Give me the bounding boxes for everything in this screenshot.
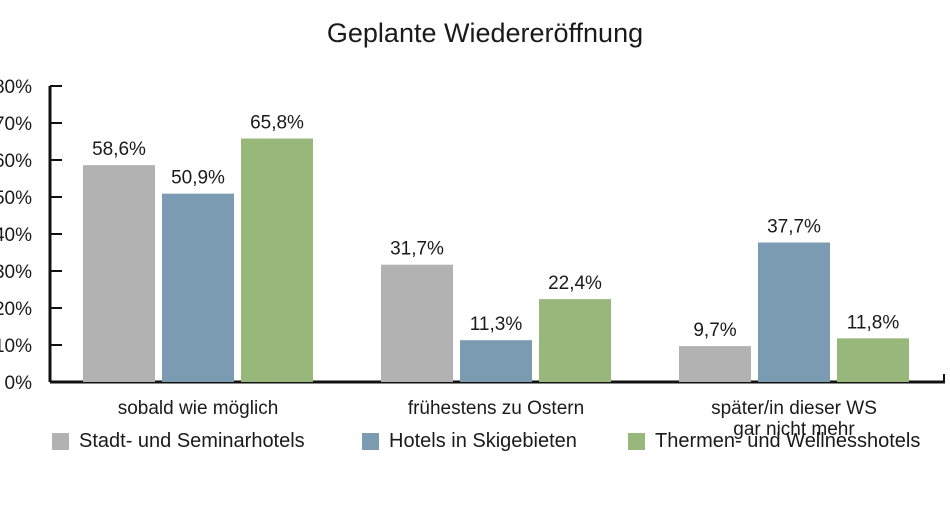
x-category-label: später/in dieser WS bbox=[711, 398, 877, 419]
y-tick-label: 30% bbox=[0, 262, 32, 283]
x-category-label-line2: gar nicht mehr bbox=[733, 419, 855, 440]
legend-label: Thermen- und Wellnesshotels bbox=[655, 430, 921, 452]
bar-value-label: 50,9% bbox=[171, 168, 225, 189]
bar-value-label: 65,8% bbox=[250, 113, 304, 134]
bar-value-label: 11,8% bbox=[847, 312, 900, 333]
bar-value-label: 37,7% bbox=[767, 217, 821, 238]
y-tick-label: 50% bbox=[0, 188, 32, 209]
legend-item-hotels-skigebiete: Hotels in Skigebieten bbox=[362, 430, 577, 453]
bar bbox=[162, 193, 234, 382]
bar bbox=[758, 242, 830, 382]
bar bbox=[241, 138, 313, 382]
legend-label: Hotels in Skigebieten bbox=[389, 430, 577, 452]
bar-value-label: 31,7% bbox=[390, 239, 444, 260]
legend-swatch-hotels-skigebiete bbox=[362, 433, 379, 450]
legend-swatch-stadt-seminarhotels bbox=[52, 433, 69, 450]
y-tick-label: 20% bbox=[0, 299, 32, 320]
bar-value-label: 58,6% bbox=[92, 139, 146, 160]
legend-item-thermen-wellnesshotels: Thermen- und Wellnesshotels bbox=[628, 430, 920, 453]
legend-item-stadt-seminarhotels: Stadt- und Seminarhotels bbox=[52, 430, 305, 453]
y-tick-label: 0% bbox=[5, 373, 33, 394]
legend-label: Stadt- und Seminarhotels bbox=[79, 430, 305, 452]
bar bbox=[679, 346, 751, 382]
y-tick-label: 40% bbox=[0, 225, 32, 246]
y-tick-label: 70% bbox=[0, 114, 32, 135]
y-tick-label: 80% bbox=[0, 77, 32, 98]
x-category-label: sobald wie möglich bbox=[118, 398, 279, 419]
bar bbox=[381, 264, 453, 382]
chart-title: Geplante Wiedereröffnung bbox=[326, 18, 644, 48]
y-tick-label: 60% bbox=[0, 151, 32, 172]
bar-value-label: 22,4% bbox=[548, 273, 602, 294]
bar bbox=[460, 340, 532, 382]
bar bbox=[83, 165, 155, 382]
bar bbox=[539, 299, 611, 382]
legend-swatch-thermen-wellnesshotels bbox=[628, 433, 645, 450]
bar-value-label: 9,7% bbox=[693, 320, 736, 341]
x-category-label: frühestens zu Ostern bbox=[408, 398, 584, 419]
bar bbox=[837, 338, 909, 382]
y-tick-label: 10% bbox=[0, 336, 32, 357]
bar-value-label: 11,3% bbox=[470, 314, 523, 335]
